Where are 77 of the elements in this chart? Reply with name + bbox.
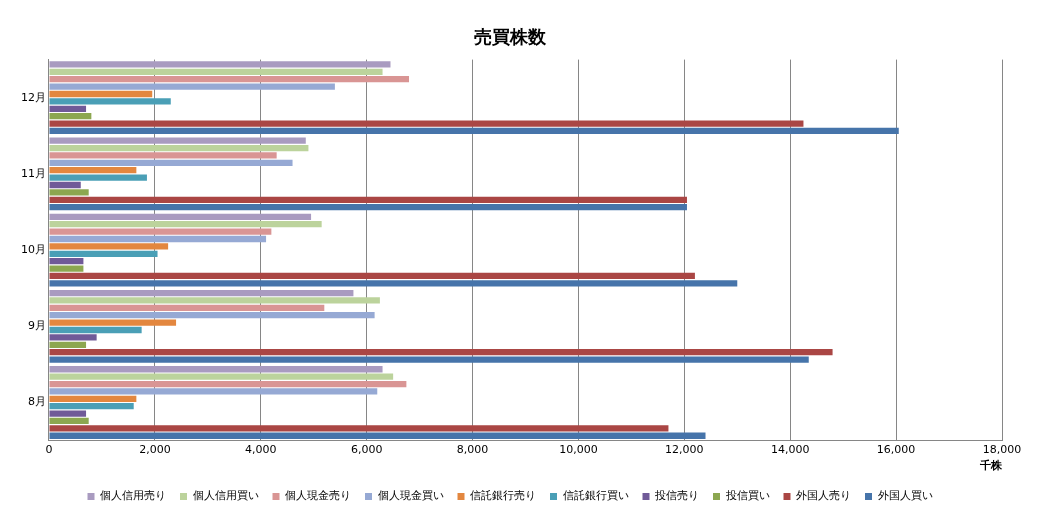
bar [49, 98, 171, 105]
bar [49, 204, 687, 211]
y-tick-label: 12月 [21, 90, 46, 104]
x-tick-label: 12,000 [665, 443, 704, 457]
bar [49, 250, 158, 257]
x-tick-label: 2,000 [139, 443, 171, 457]
x-tick-label: 18,000 [982, 443, 1022, 457]
x-tick-label: 10,000 [559, 443, 598, 457]
chart-title: 売買株数 [474, 26, 547, 48]
x-axis-title: 千株 [979, 459, 1003, 473]
bar [49, 159, 293, 166]
bar [49, 272, 695, 280]
legend-label: 外国人売り [796, 489, 851, 503]
bar [49, 388, 378, 395]
bar [49, 61, 391, 68]
bar [49, 83, 335, 90]
bar [49, 174, 147, 181]
legend-label: 個人現金買い [377, 489, 444, 503]
bar [49, 127, 899, 135]
bar [49, 235, 267, 243]
bar [49, 366, 383, 373]
bar [49, 167, 137, 174]
bar [49, 356, 809, 363]
x-tick-label: 0 [45, 443, 53, 457]
bar [49, 213, 312, 220]
bar [49, 243, 169, 250]
y-tick-label: 8月 [28, 395, 46, 409]
bar [49, 349, 833, 356]
bar [49, 120, 804, 127]
legend-label: 個人信用売り [100, 489, 166, 503]
bar [49, 326, 142, 334]
bar [49, 334, 97, 341]
bar [49, 410, 87, 417]
y-tick-label: 9月 [28, 319, 46, 333]
legend-label: 信託銀行買い [562, 489, 629, 503]
bar [49, 312, 375, 319]
bar [49, 265, 84, 272]
x-tick-label: 4,000 [245, 443, 277, 457]
x-tick-label: 6,000 [350, 443, 383, 457]
legend-label: 外国人買い [877, 489, 933, 503]
bar [49, 105, 87, 112]
y-tick-label: 11月 [21, 166, 46, 180]
bar [49, 189, 89, 196]
bar [49, 68, 383, 75]
x-tick-label: 14,000 [770, 443, 810, 457]
bar [49, 289, 354, 297]
bar [49, 395, 137, 402]
x-tick-label: 16,000 [876, 443, 916, 457]
bar [49, 417, 89, 425]
bar [49, 144, 309, 152]
legend-label: 個人現金売り [285, 489, 351, 503]
legend-label: 投信売り [654, 489, 699, 503]
bar [49, 432, 706, 439]
bar [49, 152, 277, 159]
bar [49, 403, 134, 410]
y-tick-label: 10月 [21, 242, 46, 256]
bar [49, 196, 687, 203]
bar [49, 258, 84, 265]
bar [49, 425, 669, 432]
bar [49, 297, 380, 304]
bar [49, 373, 394, 380]
bar [49, 221, 322, 228]
legend-label: 信託銀行売り [470, 489, 536, 503]
bar [49, 137, 306, 144]
bar [49, 76, 410, 83]
legend-label: 個人信用買い [192, 489, 259, 503]
bar [49, 380, 407, 388]
bar [49, 341, 87, 348]
bar [49, 304, 325, 311]
bar [49, 228, 272, 235]
x-tick-label: 8,000 [456, 443, 489, 457]
bar [49, 90, 153, 98]
bar [49, 113, 92, 120]
legend-label: 投信買い [724, 489, 770, 503]
bar [49, 280, 738, 287]
bar [49, 181, 81, 189]
bar [49, 319, 177, 326]
